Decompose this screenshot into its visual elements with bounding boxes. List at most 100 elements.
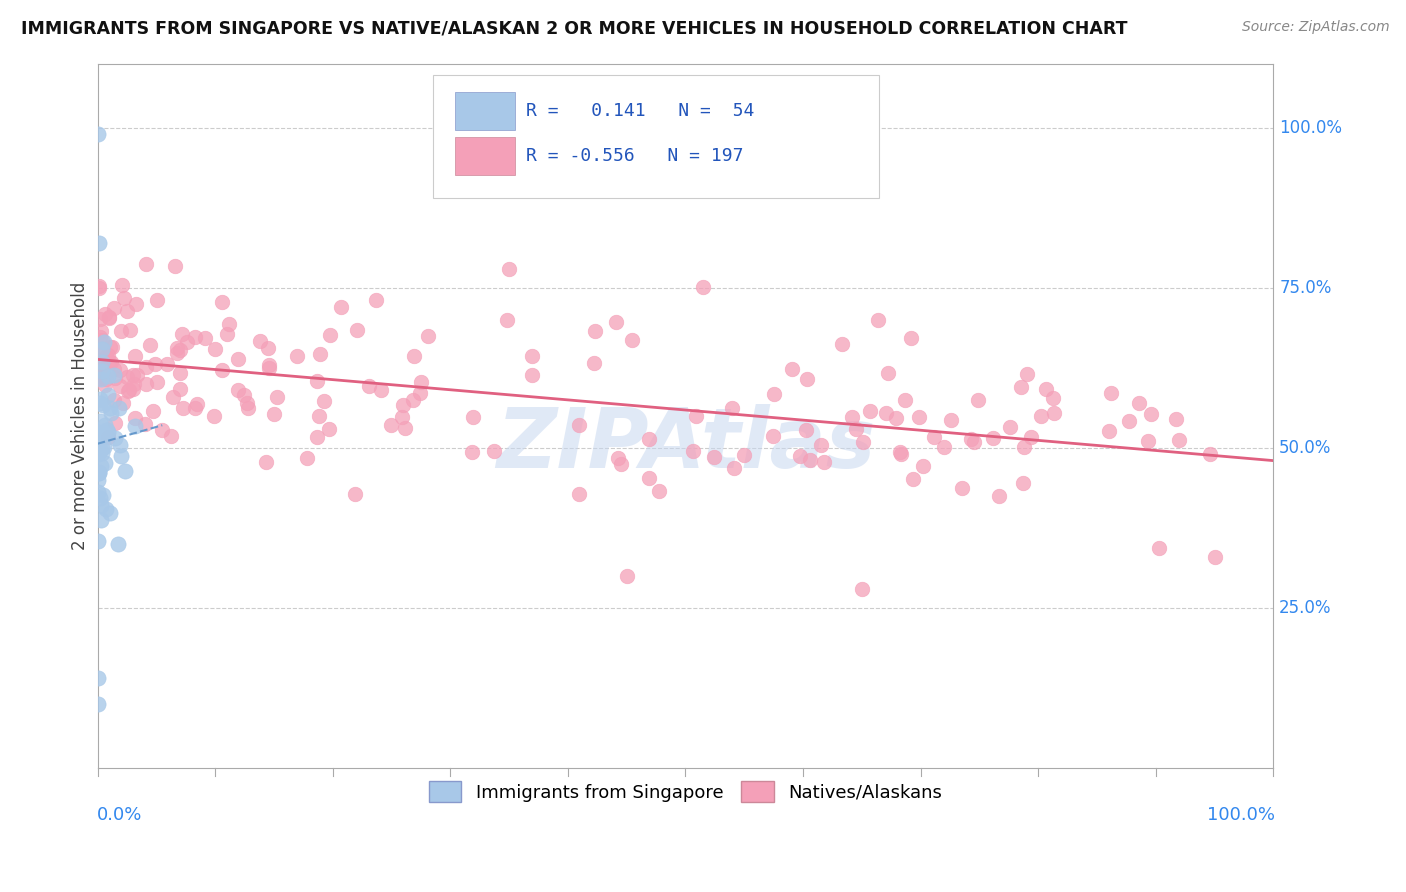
Point	[257, 358, 280, 372]
Point	[211, 362, 233, 376]
Point	[91, 334, 114, 348]
Point	[87, 697, 110, 711]
Text: 25.0%: 25.0%	[1279, 599, 1331, 616]
Point	[97, 348, 120, 362]
Point	[91, 441, 114, 455]
Point	[852, 434, 875, 449]
Point	[87, 370, 110, 384]
Point	[810, 438, 832, 452]
Point	[254, 455, 277, 469]
Point	[987, 489, 1010, 503]
Point	[124, 410, 146, 425]
Text: 75.0%: 75.0%	[1279, 279, 1331, 297]
Point	[124, 377, 146, 392]
Point	[391, 398, 413, 412]
Point	[831, 337, 853, 351]
Point	[103, 361, 125, 376]
Point	[108, 363, 131, 377]
Point	[875, 406, 897, 420]
Point	[934, 440, 956, 454]
Point	[114, 464, 136, 478]
Point	[90, 426, 112, 441]
Point	[309, 347, 332, 361]
Point	[194, 330, 217, 344]
Point	[318, 422, 340, 436]
Point	[117, 304, 139, 318]
Point	[1147, 541, 1170, 556]
Point	[520, 368, 543, 382]
Point	[1012, 440, 1035, 454]
Point	[98, 507, 121, 521]
Point	[226, 351, 249, 366]
Point	[922, 429, 945, 443]
Point	[169, 382, 191, 396]
Point	[204, 343, 226, 357]
Point	[139, 338, 162, 352]
Point	[461, 445, 484, 459]
Point	[941, 413, 963, 427]
Point	[87, 425, 110, 439]
Point	[343, 486, 366, 500]
Point	[89, 396, 111, 410]
Point	[605, 315, 627, 329]
Point	[142, 404, 165, 418]
Point	[211, 294, 233, 309]
Point	[380, 418, 402, 433]
Point	[87, 430, 110, 444]
Point	[100, 355, 122, 369]
Point	[1042, 392, 1064, 406]
Point	[103, 393, 125, 408]
Point	[107, 537, 129, 551]
Point	[1010, 380, 1032, 394]
Point	[110, 324, 132, 338]
Point	[1015, 367, 1038, 381]
Point	[682, 443, 704, 458]
Point	[104, 370, 127, 384]
Point	[93, 456, 115, 470]
Point	[637, 433, 659, 447]
Point	[89, 312, 111, 326]
Point	[87, 442, 110, 457]
Point	[160, 428, 183, 442]
Point	[1031, 409, 1053, 424]
Point	[307, 374, 329, 388]
Point	[394, 421, 416, 435]
Point	[998, 419, 1021, 434]
Point	[845, 422, 868, 436]
Point	[841, 409, 863, 424]
Point	[97, 354, 120, 368]
Point	[496, 313, 519, 327]
Point	[799, 452, 821, 467]
Text: 100.0%: 100.0%	[1279, 119, 1343, 137]
Point	[87, 473, 110, 487]
Text: R = -0.556   N = 197: R = -0.556 N = 197	[526, 146, 742, 164]
FancyBboxPatch shape	[433, 75, 880, 198]
Point	[91, 343, 114, 358]
Point	[859, 404, 882, 418]
Point	[1098, 425, 1121, 439]
Text: ZIPAtlas: ZIPAtlas	[496, 403, 875, 484]
Point	[884, 411, 907, 425]
Point	[87, 279, 110, 293]
Point	[87, 446, 110, 460]
Point	[135, 377, 157, 392]
Point	[91, 359, 114, 374]
Point	[156, 357, 179, 371]
Point	[901, 471, 924, 485]
Point	[87, 534, 110, 549]
Text: 50.0%: 50.0%	[1279, 439, 1331, 457]
Point	[235, 396, 257, 410]
Point	[1167, 433, 1189, 447]
Point	[796, 372, 818, 386]
Point	[96, 426, 118, 441]
Point	[91, 343, 114, 357]
Point	[87, 281, 110, 295]
Point	[98, 401, 121, 415]
Point	[1043, 405, 1066, 419]
Point	[733, 448, 755, 462]
Point	[94, 307, 117, 321]
Point	[90, 498, 112, 512]
Point	[169, 343, 191, 358]
Point	[1204, 549, 1226, 564]
Point	[1021, 430, 1043, 444]
